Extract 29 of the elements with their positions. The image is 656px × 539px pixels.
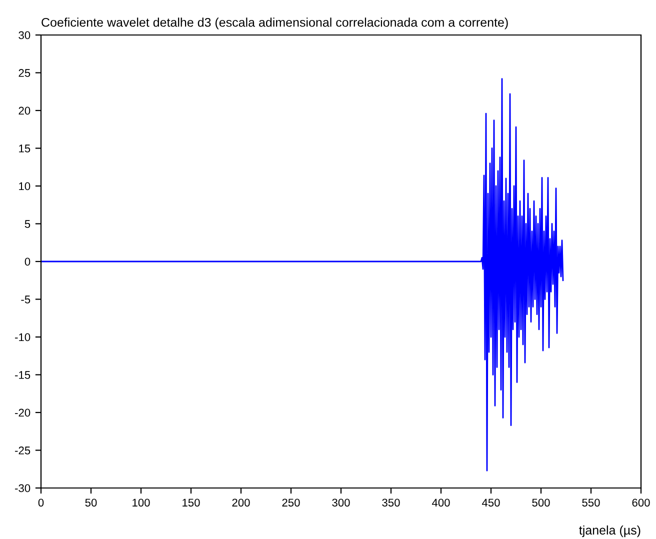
chart-title: Coeficiente wavelet detalhe d3 (escala adimensional correlacionada com a corrente): [42, 18, 508, 30]
x-tick-label: 350: [382, 498, 400, 507]
x-tick-label: 550: [582, 498, 600, 507]
y-tick-label: 25: [18, 69, 30, 77]
y-tick-label: 20: [18, 106, 30, 115]
x-tick-label: 50: [85, 498, 97, 507]
x-tick-label: 150: [182, 498, 200, 507]
x-tick-label: 250: [282, 498, 300, 507]
y-tick-label: -30: [15, 484, 30, 492]
y-tick-label: 30: [18, 31, 30, 40]
x-tick-label: 500: [532, 498, 550, 507]
x-tick-label: 450: [482, 498, 500, 507]
y-tick-label: -20: [15, 408, 30, 417]
x-tick-label: 100: [132, 498, 150, 507]
x-tick-label: 200: [232, 498, 250, 507]
y-tick-label: 10: [19, 182, 30, 190]
y-tick-label: -15: [15, 371, 30, 379]
y-tick-label: 5: [24, 220, 30, 228]
line-series: [41, 78, 564, 472]
x-tick-label: 400: [432, 498, 450, 507]
x-tick-label: 0: [38, 498, 44, 507]
x-tick-label: 600: [632, 498, 650, 507]
y-tick-label: 0: [24, 258, 30, 266]
y-tick-label: -5: [21, 296, 30, 304]
y-tick-label: -25: [15, 446, 30, 454]
y-tick-label: 15: [19, 144, 30, 152]
y-tick-label: -10: [15, 333, 30, 342]
x-axis-title: tjanela (µs): [579, 525, 640, 538]
x-tick-label: 300: [332, 498, 350, 507]
